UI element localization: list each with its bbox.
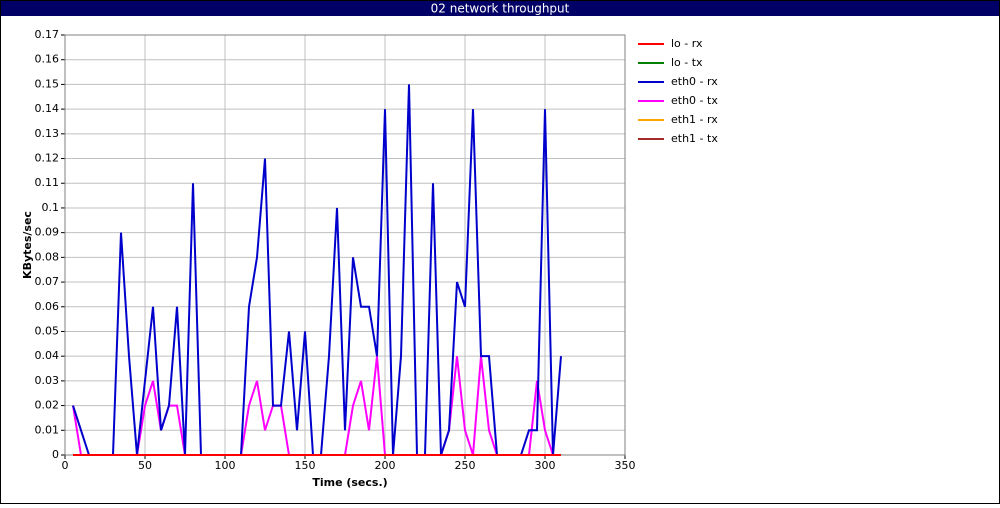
- y-tick-label: 0: [52, 448, 59, 461]
- title-bar: [1, 1, 999, 16]
- x-tick-label: 350: [615, 459, 636, 472]
- x-tick-label: 300: [535, 459, 556, 472]
- x-tick-label: 250: [455, 459, 476, 472]
- x-tick-label: 50: [138, 459, 152, 472]
- y-tick-label: 0.01: [35, 423, 60, 436]
- legend-label: lo - tx: [671, 56, 703, 69]
- x-tick-label: 0: [62, 459, 69, 472]
- y-tick-label: 0.02: [35, 399, 60, 412]
- y-axis-label: KBytes/sec: [21, 211, 34, 279]
- y-tick-label: 0.13: [35, 127, 60, 140]
- y-tick-label: 0.16: [35, 53, 60, 66]
- y-tick-label: 0.14: [35, 102, 60, 115]
- x-tick-label: 200: [375, 459, 396, 472]
- y-tick-label: 0.04: [35, 349, 60, 362]
- legend-label: eth0 - tx: [671, 94, 718, 107]
- legend-label: eth1 - rx: [671, 113, 718, 126]
- y-tick-label: 0.12: [35, 152, 60, 165]
- y-tick-label: 0.11: [35, 176, 60, 189]
- legend-label: eth1 - tx: [671, 132, 718, 145]
- y-tick-label: 0.15: [35, 77, 60, 90]
- legend-label: eth0 - rx: [671, 75, 718, 88]
- legend-label: lo - rx: [671, 37, 703, 50]
- x-axis-label: Time (secs.): [312, 476, 387, 489]
- x-tick-label: 100: [215, 459, 236, 472]
- x-tick-label: 150: [295, 459, 316, 472]
- y-tick-label: 0.07: [35, 275, 60, 288]
- chart-title: 02 network throughput: [431, 2, 570, 16]
- y-tick-label: 0.1: [42, 201, 60, 214]
- y-tick-label: 0.05: [35, 324, 60, 337]
- y-tick-label: 0.17: [35, 28, 60, 41]
- y-tick-label: 0.06: [35, 300, 60, 313]
- y-tick-label: 0.09: [35, 226, 60, 239]
- y-tick-label: 0.08: [35, 250, 60, 263]
- y-tick-label: 0.03: [35, 374, 60, 387]
